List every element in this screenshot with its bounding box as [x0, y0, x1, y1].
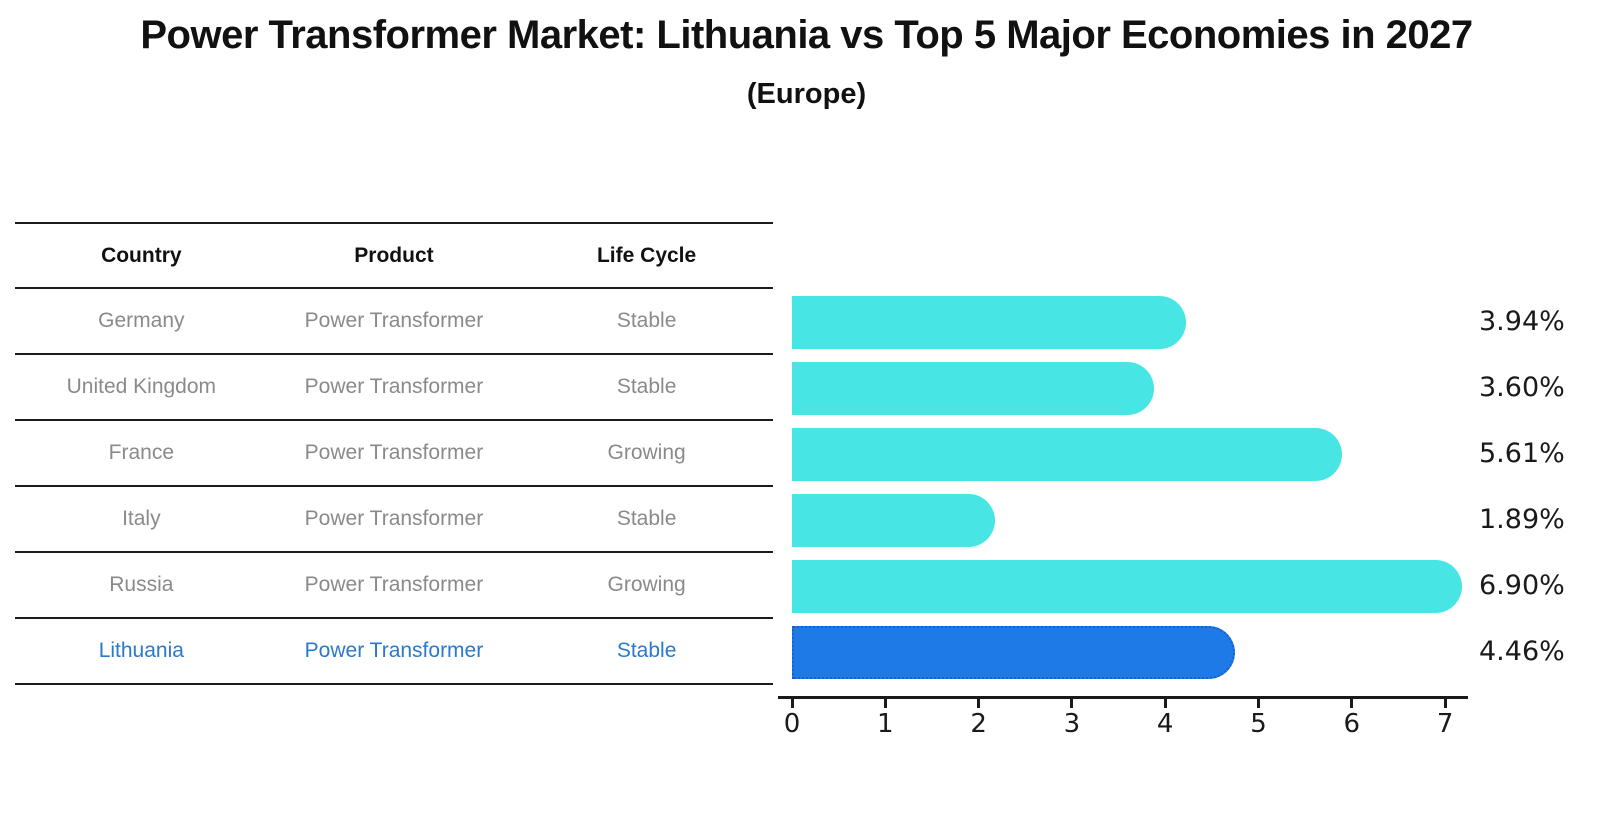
bar-italy — [792, 493, 995, 547]
bar-lithuania — [792, 625, 1235, 679]
x-tick-label-7: 7 — [1436, 709, 1454, 739]
cell-italy-product: Power Transformer — [304, 507, 484, 530]
cell-russia-life-cycle: Growing — [607, 573, 686, 596]
value-label-lithuania: 4.46% — [1479, 636, 1565, 667]
chart-subtitle: (Europe) — [746, 78, 867, 110]
table-row-france: France Power Transformer Growing — [15, 421, 773, 487]
column-header-country: Country — [101, 243, 182, 267]
bar-france — [792, 427, 1342, 481]
cell-italy-life-cycle: Stable — [616, 507, 677, 530]
cell-germany-product: Power Transformer — [304, 309, 484, 332]
value-label-italy: 1.89% — [1479, 504, 1565, 535]
value-label-russia: 6.90% — [1479, 570, 1565, 601]
cell-france-product: Power Transformer — [304, 441, 484, 464]
x-tick-5 — [1257, 699, 1260, 708]
cell-united-kingdom-life-cycle: Stable — [616, 375, 677, 398]
cell-germany-life-cycle: Stable — [616, 309, 677, 332]
x-tick-label-3: 3 — [1063, 709, 1081, 739]
x-tick-1 — [883, 699, 887, 708]
cell-united-kingdom-product: Power Transformer — [304, 375, 484, 398]
bar-united-kingdom — [792, 361, 1155, 415]
table-row-germany: Germany Power Transformer Stable — [15, 289, 773, 355]
x-tick-label-2: 2 — [970, 709, 987, 739]
x-tick-label-1: 1 — [877, 709, 894, 739]
table-header-row: Country Product Life Cycle — [15, 224, 773, 289]
x-tick-3 — [1070, 699, 1074, 708]
cell-lithuania-country: Lithuania — [98, 639, 184, 662]
x-tick-label-5: 5 — [1250, 709, 1267, 739]
table-row-lithuania: Lithuania Power Transformer Stable — [15, 619, 773, 685]
cell-lithuania-product: Power Transformer — [304, 639, 484, 662]
chart-title: Power Transformer Market: Lithuania vs T… — [140, 13, 1473, 57]
column-header-product: Product — [354, 243, 434, 267]
x-axis-line — [778, 696, 1468, 699]
x-tick-label-6: 6 — [1343, 709, 1361, 739]
value-label-france: 5.61% — [1479, 438, 1565, 469]
value-label-united-kingdom: 3.60% — [1479, 372, 1565, 403]
x-tick-0 — [790, 699, 794, 708]
column-header-life-cycle: Life Cycle — [596, 243, 697, 267]
x-tick-4 — [1163, 699, 1167, 708]
cell-germany-country: Germany — [98, 309, 185, 332]
country-table: Country Product Life Cycle Germany Power Tra… — [15, 222, 773, 685]
bar-russia — [792, 559, 1463, 613]
x-tick-7 — [1443, 699, 1447, 708]
table-row-russia: Russia Power Transformer Growing — [15, 553, 773, 619]
value-label-germany: 3.94% — [1479, 306, 1565, 337]
cell-russia-country: Russia — [109, 573, 174, 596]
cell-lithuania-life-cycle: Stable — [616, 639, 677, 662]
cell-france-country: France — [108, 441, 174, 464]
bar-germany — [792, 295, 1187, 349]
cell-russia-product: Power Transformer — [304, 573, 484, 596]
x-tick-2 — [977, 699, 981, 708]
x-tick-label-0: 0 — [783, 709, 801, 739]
cell-italy-country: Italy — [122, 507, 161, 530]
cell-france-life-cycle: Growing — [607, 441, 686, 464]
table-row-united-kingdom: United Kingdom Power Transformer Stable — [15, 355, 773, 421]
x-tick-6 — [1350, 699, 1354, 708]
x-tick-label-4: 4 — [1156, 709, 1174, 739]
table-row-italy: Italy Power Transformer Stable — [15, 487, 773, 553]
cell-united-kingdom-country: United Kingdom — [66, 375, 217, 398]
